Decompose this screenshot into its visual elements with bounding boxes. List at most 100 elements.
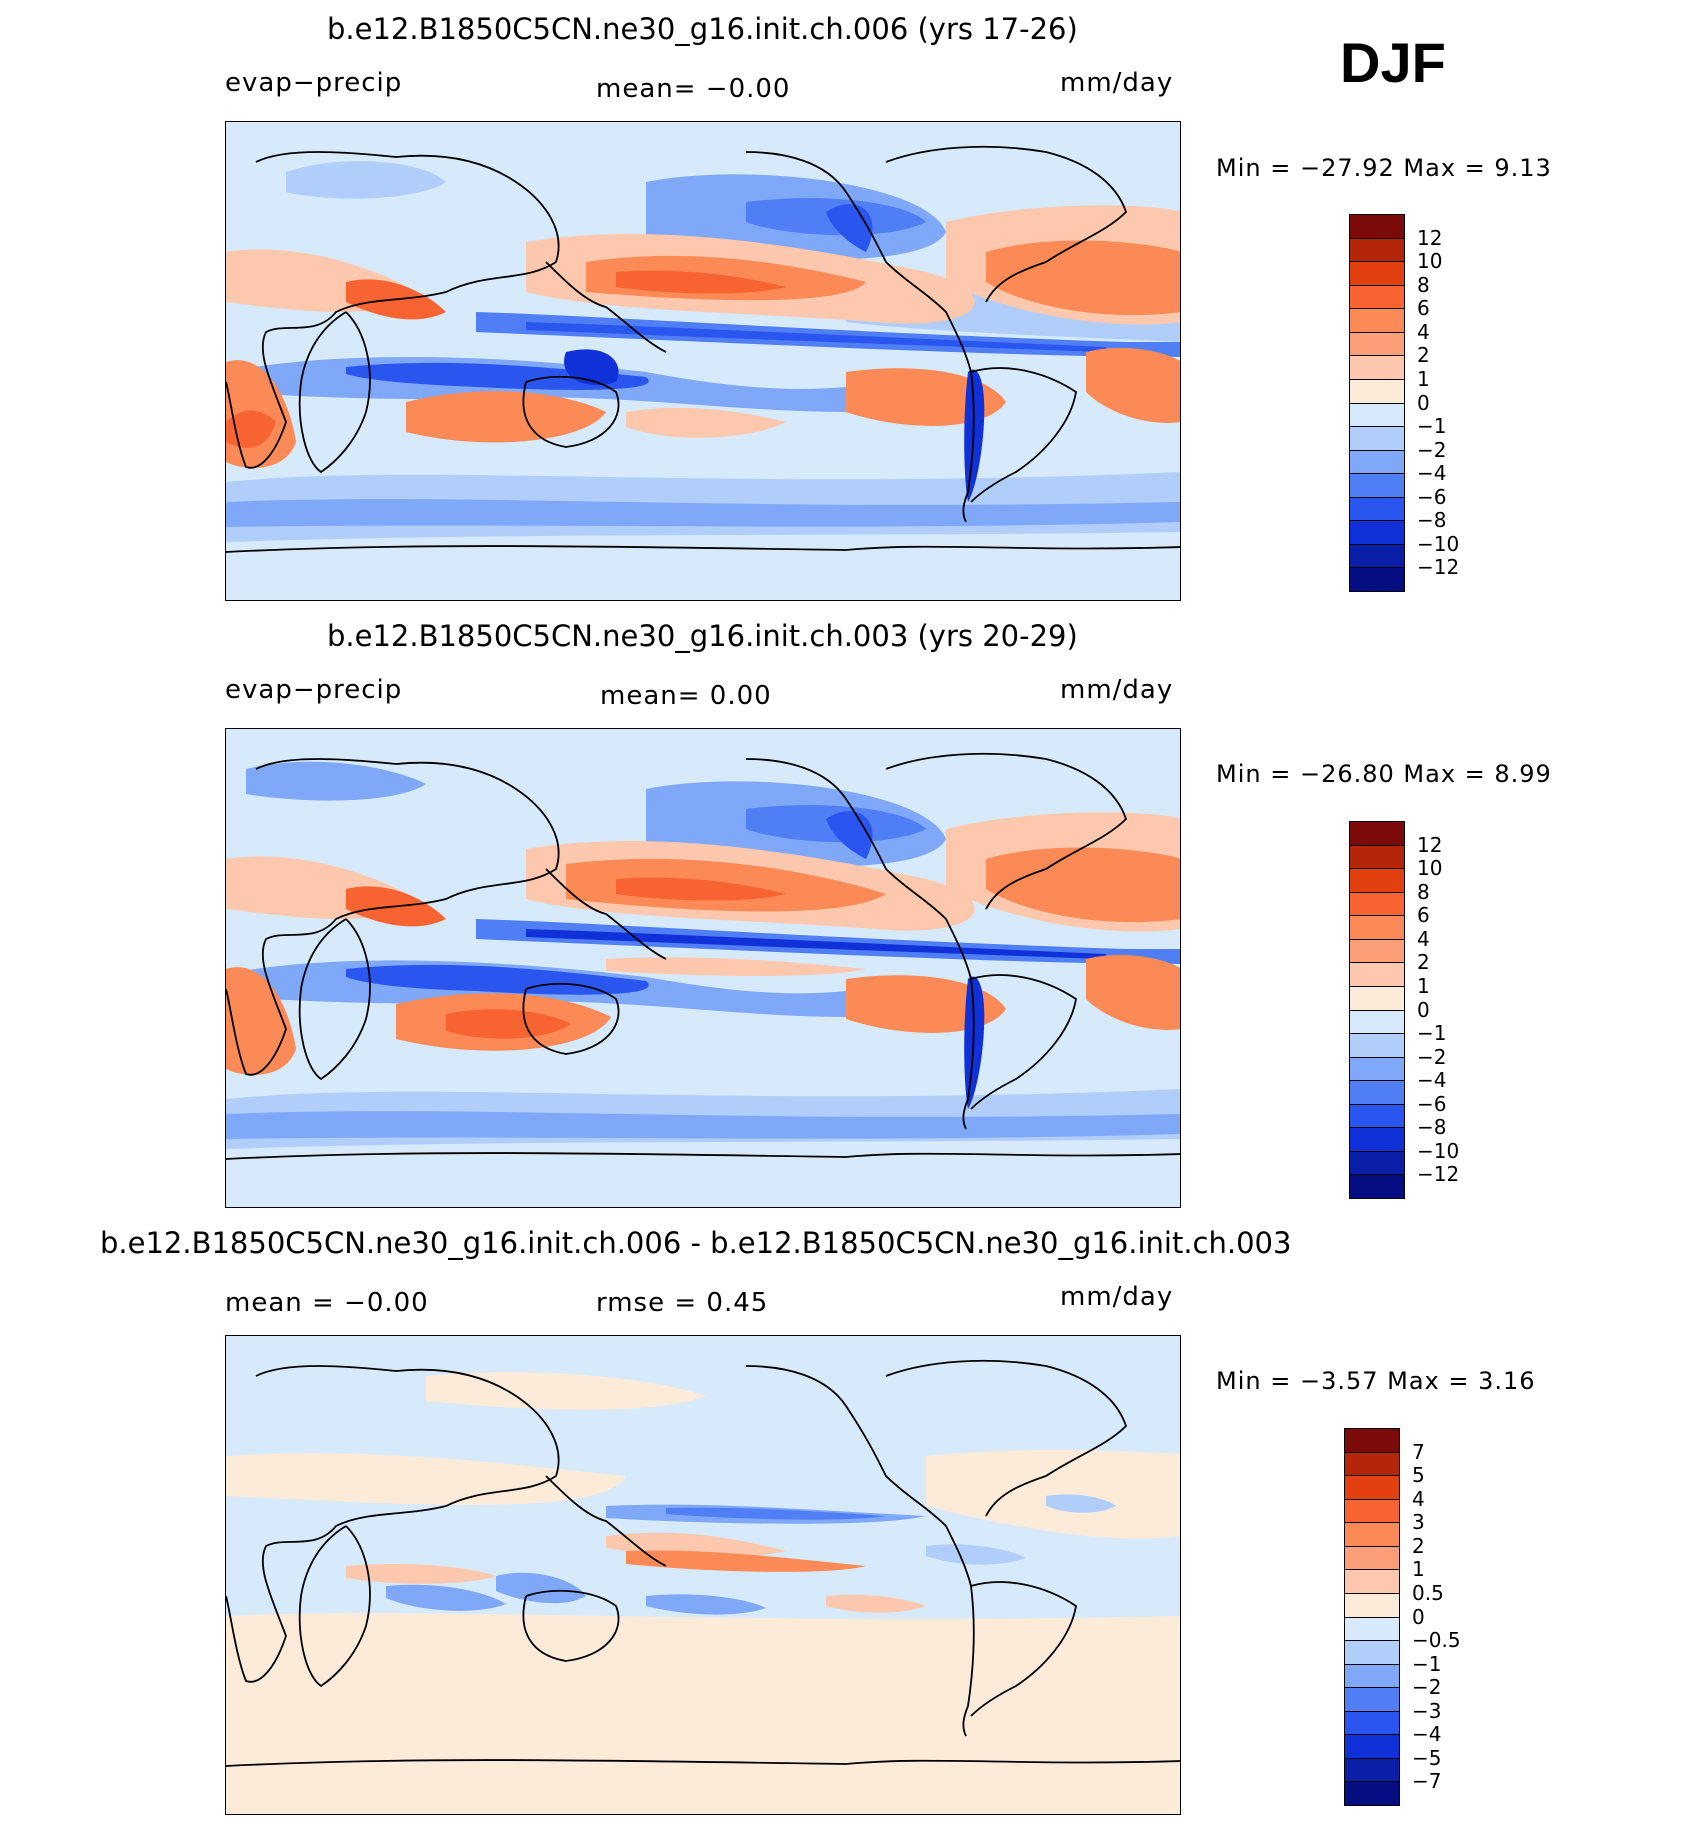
colorbar-tick-label: −4: [1417, 1068, 1447, 1093]
colorbar-swatch: [1349, 1056, 1405, 1082]
colorbar-tick-label: −1: [1417, 414, 1447, 439]
colorbar-swatch: [1349, 1009, 1405, 1035]
colorbar-swatch: [1349, 355, 1405, 380]
colorbar-tick-label: 12: [1417, 225, 1443, 250]
colorbar-swatch: [1349, 308, 1405, 333]
panel-1-field: [226, 122, 1180, 600]
colorbar-swatch: [1344, 1451, 1400, 1477]
colorbar-tick-label: −6: [1417, 1091, 1447, 1116]
panel-1-mean-label: mean= −0.00: [596, 74, 791, 104]
colorbar-tick-label: 2: [1417, 343, 1430, 368]
colorbar-swatch: [1344, 1757, 1400, 1783]
colorbar-swatch: [1349, 1150, 1405, 1176]
panel-1-variable-label: evap−precip: [225, 68, 403, 98]
panel-2-mean-label: mean= 0.00: [600, 681, 772, 711]
colorbar-tick-label: 2: [1417, 950, 1430, 975]
colorbar-tick-label: 2: [1412, 1533, 1425, 1558]
colorbar-swatch: [1349, 1033, 1405, 1058]
colorbar-tick-label: −4: [1417, 461, 1447, 486]
colorbar-swatch: [1349, 214, 1405, 239]
colorbar-tick-label: −8: [1417, 1115, 1447, 1140]
colorbar-tick-label: −1: [1412, 1651, 1442, 1676]
colorbar-swatch: [1349, 1174, 1405, 1199]
colorbar-tick-label: 0.5: [1412, 1580, 1444, 1605]
colorbar-tick-label: 7: [1412, 1439, 1425, 1464]
panel-1-units-label: mm/day: [1060, 68, 1174, 98]
colorbar-tick-label: 10: [1417, 856, 1443, 881]
colorbar-tick-label: −4: [1412, 1722, 1442, 1747]
panel-2-variable-label: evap−precip: [225, 675, 403, 705]
panel-3-coastlines: [226, 1359, 1180, 1767]
panel-3-minmax: Min = −3.57 Max = 3.16: [1216, 1367, 1536, 1395]
panel-1-coastlines: [226, 145, 1180, 553]
colorbar-tick-label: −8: [1417, 508, 1447, 533]
colorbar-swatch: [1344, 1498, 1400, 1524]
colorbar-swatch: [1344, 1522, 1400, 1547]
colorbar-tick-label: 1: [1417, 973, 1430, 998]
colorbar-tick-label: 8: [1417, 272, 1430, 297]
colorbar-swatch: [1349, 237, 1405, 263]
colorbar-tick-label: −6: [1417, 484, 1447, 509]
colorbar-tick-label: −3: [1412, 1698, 1442, 1723]
colorbar-swatch: [1349, 891, 1405, 917]
colorbar-tick-label: −2: [1412, 1675, 1442, 1700]
colorbar-tick-label: 4: [1417, 319, 1430, 344]
colorbar-tick-label: −7: [1412, 1769, 1442, 1794]
colorbar-swatch: [1349, 378, 1405, 404]
panel-3-colorbar: 7 5 4 3 2 1 0.5 0 −0.5 −1 −2 −3 −4 −5 −7: [1344, 1428, 1494, 1806]
colorbar-swatch: [1349, 261, 1405, 286]
colorbar-swatch: [1349, 938, 1405, 964]
panel-3-units-label: mm/day: [1060, 1282, 1174, 1312]
panel-3-rmse-label: rmse = 0.45: [596, 1288, 769, 1318]
colorbar-tick-label: 0: [1417, 997, 1430, 1022]
panel-2-title: b.e12.B1850C5CN.ne30_g16.init.ch.003 (yr…: [327, 619, 1078, 653]
panel-3-mean-label: mean = −0.00: [225, 1288, 429, 1318]
colorbar-tick-label: −5: [1412, 1745, 1442, 1770]
colorbar-tick-label: 6: [1417, 296, 1430, 321]
colorbar-swatch: [1349, 426, 1405, 451]
colorbar-swatch: [1344, 1428, 1400, 1453]
colorbar-swatch: [1349, 844, 1405, 870]
colorbar-swatch: [1349, 1080, 1405, 1105]
colorbar-swatch: [1349, 402, 1405, 428]
colorbar-swatch: [1349, 543, 1405, 569]
panel-1-colorbar: 12 10 8 6 4 2 1 0 −1 −2 −4 −6 −8 −10 −12: [1349, 214, 1489, 592]
colorbar-swatch: [1344, 1569, 1400, 1594]
colorbar-swatch: [1349, 915, 1405, 940]
colorbar-swatch: [1344, 1781, 1400, 1806]
colorbar-tick-label: −2: [1417, 1044, 1447, 1069]
colorbar-tick-label: 4: [1417, 926, 1430, 951]
panel-2-field: [226, 729, 1180, 1207]
colorbar-swatch: [1349, 962, 1405, 987]
colorbar-swatch: [1344, 1545, 1400, 1571]
season-label: DJF: [1340, 31, 1446, 94]
panel-3-map: [225, 1335, 1181, 1815]
colorbar-swatch: [1349, 473, 1405, 498]
colorbar-swatch: [1349, 985, 1405, 1011]
colorbar-tick-label: 12: [1417, 832, 1443, 857]
colorbar-swatch: [1344, 1640, 1400, 1665]
panel-3-title: b.e12.B1850C5CN.ne30_g16.init.ch.006 - b…: [100, 1226, 1292, 1260]
colorbar-swatch: [1349, 520, 1405, 545]
colorbar-tick-label: −0.5: [1412, 1628, 1461, 1653]
colorbar-swatch: [1349, 284, 1405, 310]
colorbar-swatch: [1344, 1710, 1400, 1736]
panel-1-map: [225, 121, 1181, 601]
colorbar-tick-label: 0: [1417, 390, 1430, 415]
colorbar-tick-label: −10: [1417, 1138, 1460, 1163]
colorbar-swatch: [1344, 1616, 1400, 1642]
colorbar-swatch: [1344, 1734, 1400, 1759]
colorbar-tick-label: 6: [1417, 903, 1430, 928]
colorbar-tick-label: −1: [1417, 1021, 1447, 1046]
panel-2-coastlines: [226, 752, 1180, 1160]
colorbar-swatch: [1349, 567, 1405, 592]
colorbar-tick-label: −12: [1417, 555, 1460, 580]
colorbar-swatch: [1349, 821, 1405, 846]
colorbar-swatch: [1349, 449, 1405, 475]
colorbar-tick-label: 10: [1417, 249, 1443, 274]
colorbar-tick-label: −10: [1417, 531, 1460, 556]
colorbar-tick-label: 8: [1417, 879, 1430, 904]
colorbar-tick-label: −2: [1417, 437, 1447, 462]
colorbar-tick-label: −12: [1417, 1162, 1460, 1187]
colorbar-tick-label: 1: [1417, 366, 1430, 391]
